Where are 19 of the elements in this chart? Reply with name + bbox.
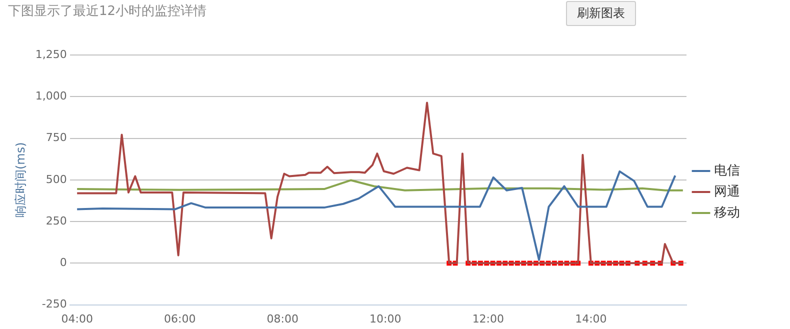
y-tick-label: -250 — [42, 298, 67, 311]
x-tick-label: 14:00 — [575, 312, 607, 326]
x-tick-label: 10:00 — [370, 312, 402, 326]
chart-title: 下图显示了最近12小时的监控详情 — [8, 3, 207, 20]
refresh-button: 刷新图表 — [566, 1, 636, 26]
y-tick-label: 1,000 — [35, 89, 67, 102]
x-tick-label: 12:00 — [472, 312, 504, 326]
x-tick-label: 04:00 — [61, 312, 93, 326]
x-tick-label: 06:00 — [164, 312, 196, 326]
y-tick-label: 250 — [46, 214, 67, 228]
y-axis-title: 响应时间(ms) — [13, 142, 28, 218]
y-tick-label: 750 — [46, 131, 67, 144]
y-tick-label: 500 — [46, 172, 67, 186]
x-tick-label: 08:00 — [266, 312, 298, 326]
legend-label: 网通 — [714, 184, 740, 200]
y-tick-label: 0 — [60, 256, 67, 270]
legend-label: 移动 — [714, 205, 740, 220]
y-tick-label: 1,250 — [35, 48, 67, 61]
legend-label: 电信 — [714, 163, 740, 178]
